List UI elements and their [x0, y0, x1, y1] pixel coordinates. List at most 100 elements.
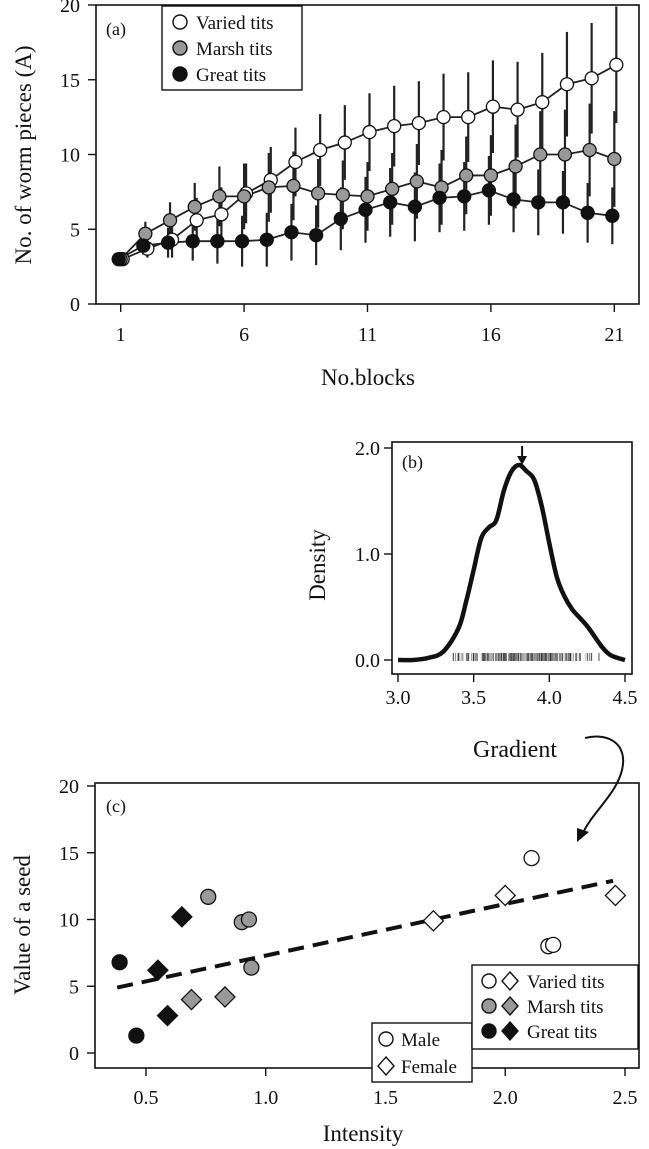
legend-great-marker: [172, 66, 188, 82]
b-ytick-label: 0.0: [355, 650, 380, 672]
a-data-point: [210, 234, 225, 249]
a-data-point: [337, 135, 352, 150]
legend-c-great-label: Great tits: [527, 1022, 597, 1043]
c-ytick-label: 15: [59, 843, 79, 865]
a-data-point: [559, 77, 575, 92]
c-female-point: [147, 959, 169, 982]
a-data-point: [557, 147, 573, 162]
panel-c-frame: [94, 782, 640, 1069]
a-data-point: [189, 213, 204, 228]
c-female-point: [214, 986, 236, 1008]
c-xtick-label: 2.5: [613, 1087, 638, 1109]
a-data-point: [506, 192, 521, 207]
a-data-point: [508, 159, 523, 174]
a-data-point: [236, 189, 252, 204]
a-ytick-label: 10: [60, 145, 80, 167]
peak-arrow: [517, 446, 528, 465]
a-xtick-label: 21: [604, 324, 624, 346]
c-xtick-label: 1.5: [373, 1087, 398, 1109]
c-male-point: [111, 954, 128, 971]
a-data-point: [436, 109, 451, 125]
a-data-point: [535, 95, 550, 110]
panel-b-frame: [391, 441, 633, 675]
a-data-point: [214, 207, 229, 222]
panel-b-label: (b): [402, 452, 423, 473]
a-data-point: [136, 238, 151, 253]
legend-c-varied-label: Varied tits: [527, 972, 605, 993]
b-arrow-head: [517, 456, 528, 465]
legend-c-varied-female: [501, 970, 519, 992]
a-data-point: [286, 178, 301, 194]
c-female-point: [180, 988, 203, 1011]
a-ytick-label: 5: [70, 219, 80, 241]
a-data-point: [461, 109, 476, 125]
c-male-point: [243, 959, 260, 976]
a-data-point: [531, 195, 546, 210]
c-female-point: [422, 909, 445, 932]
a-data-point: [555, 195, 571, 210]
panel-c-label: (c): [106, 796, 126, 817]
a-data-point: [362, 124, 377, 140]
panel-c-ylabel: Value of a seed: [10, 855, 35, 995]
c-female-point: [494, 884, 517, 907]
panel-a-xlabel: No.blocks: [321, 365, 415, 390]
c-ytick-label: 20: [59, 776, 79, 798]
a-data-point: [485, 99, 501, 114]
a-data-point: [510, 102, 525, 117]
a-data-point: [459, 168, 474, 183]
c-female-point: [604, 884, 627, 907]
a-data-point: [284, 225, 299, 240]
panel-b-ylabel: Density: [305, 529, 330, 601]
legend-female-label: Female: [401, 1057, 457, 1078]
a-data-point: [261, 180, 276, 195]
legend-great-label: Great tits: [196, 65, 266, 86]
b-ytick-label: 2.0: [355, 438, 380, 460]
a-data-point: [481, 183, 497, 198]
c-male-point: [523, 849, 540, 867]
a-data-point: [138, 226, 153, 241]
legend-female-marker: [377, 1055, 395, 1077]
a-data-point: [533, 147, 548, 162]
a-data-point: [605, 208, 620, 223]
panel-a-label: (a): [106, 19, 126, 40]
c-ytick-label: 5: [69, 976, 79, 998]
a-data-point: [407, 199, 423, 214]
b-xtick-label: 4.5: [613, 687, 638, 709]
c-female-point: [170, 905, 193, 928]
legend-c-great-female: [501, 1020, 519, 1042]
gradient-to-slope-arrowhead: [577, 828, 589, 842]
a-data-point: [288, 154, 303, 170]
c-male-point: [200, 888, 217, 905]
a-data-point: [259, 232, 274, 247]
a-data-point: [584, 71, 599, 86]
a-data-point: [335, 187, 350, 203]
a-data-point: [310, 186, 326, 201]
gradient-to-slope-arrow: [581, 735, 625, 836]
c-xtick-label: 2.0: [493, 1087, 518, 1109]
a-data-point: [609, 57, 624, 72]
legend-c-marsh-male: [481, 998, 497, 1014]
a-data-point: [411, 115, 427, 131]
a-data-point: [580, 205, 595, 220]
a-data-point: [185, 234, 200, 249]
legend-c-marsh-label: Marsh tits: [527, 997, 604, 1018]
a-data-point: [387, 118, 402, 134]
a-data-point: [409, 174, 425, 189]
a-data-point: [312, 142, 328, 158]
b-xtick-label: 3.0: [386, 687, 411, 709]
legend-c-great-male: [481, 1023, 497, 1039]
c-male-point: [240, 911, 258, 928]
c-xtick-label: 0.5: [133, 1087, 158, 1109]
a-data-point: [483, 168, 499, 183]
b-xtick-label: 4.0: [537, 687, 562, 709]
a-data-point: [162, 213, 178, 228]
a-xtick-label: 1: [116, 324, 126, 346]
a-data-point: [187, 199, 202, 214]
a-data-point: [234, 234, 250, 249]
b-ytick-label: 1.0: [355, 544, 380, 566]
a-data-point: [607, 151, 622, 167]
a-xtick-label: 11: [358, 324, 377, 346]
density-curve: [397, 462, 626, 663]
panel-b-chart: (b) Gradient Density 3.0 3.5 4.0 4.5 0.0 1.0 2…: [305, 438, 638, 763]
a-data-point: [383, 195, 398, 210]
